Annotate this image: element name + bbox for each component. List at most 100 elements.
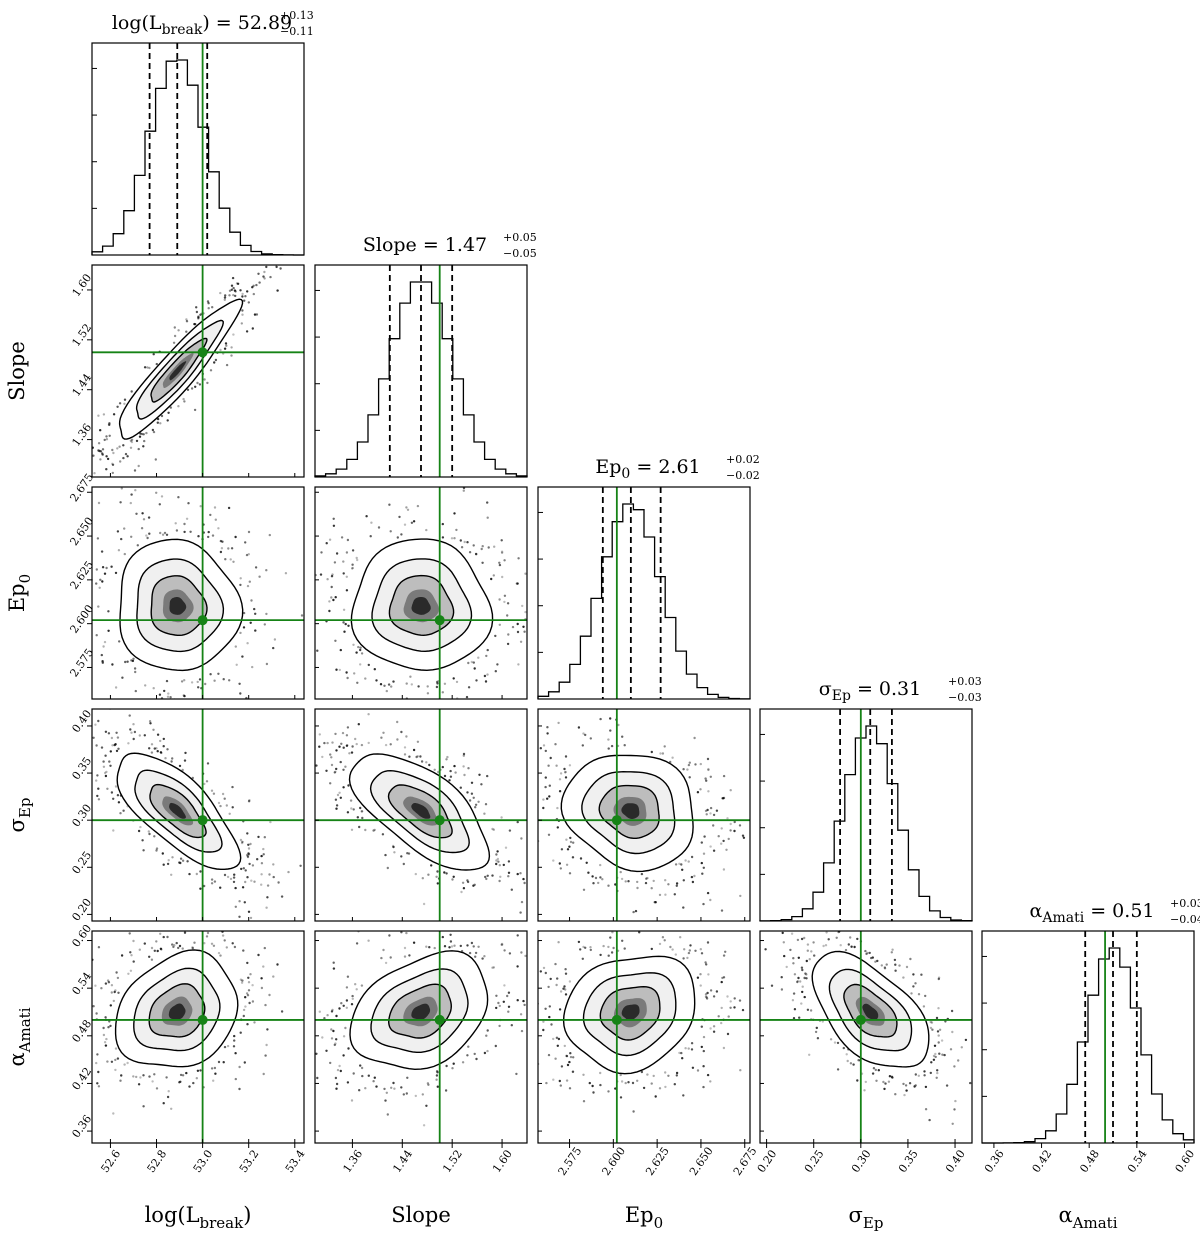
sample-point [517,663,520,666]
sample-point [453,512,456,515]
sample-point [96,1053,99,1056]
sample-point [433,768,436,771]
truth-marker [434,1014,445,1025]
sample-point [355,942,359,945]
sample-point [814,1030,818,1034]
sample-point [323,741,326,745]
sample-point [142,849,145,852]
panel-2d-alpha-vs-ep0 [537,930,751,1144]
sample-point [336,459,338,461]
title-prefix: α [1030,900,1043,922]
sample-point [212,1079,215,1082]
sample-point [258,281,261,284]
sample-point [223,298,226,301]
sample-point [417,685,420,688]
sample-point [781,931,784,935]
sample-point [244,541,247,544]
sample-point [484,875,487,879]
sample-point [788,908,790,910]
sample-point [225,946,228,949]
sample-point [100,746,104,749]
panel-hist-logL: log(Lbreak) = 52.89+0.13−0.11 [91,9,314,256]
sample-point [865,952,868,956]
sample-point [263,623,266,626]
sample-point [700,861,703,865]
sample-point [97,946,101,949]
sample-point [242,867,245,870]
sample-point [367,713,370,716]
title-err-plus-slope: +0.05 [503,231,537,244]
sample-point [503,559,506,562]
sample-point [852,1063,855,1066]
sample-point [582,888,586,891]
sample-point [167,411,170,414]
sample-point [720,1021,723,1025]
sample-point [455,528,458,532]
sample-point [102,765,106,768]
sample-point [689,944,692,947]
sample-point [232,333,235,336]
sample-point [241,292,244,296]
sample-point [888,1075,892,1078]
sample-point [923,1074,926,1077]
sample-point [806,943,810,946]
sample-point [696,791,700,794]
sample-point [463,925,465,927]
sample-point [874,1068,877,1072]
sample-point [143,366,147,369]
sample-point [468,551,472,554]
sample-point [262,1072,265,1076]
sample-point [308,725,310,727]
sample-point [119,501,122,504]
sample-point [193,408,197,412]
sample-point [128,932,131,935]
sample-point [252,292,255,296]
sample-point [492,828,495,831]
sample-point [495,853,498,856]
sample-point [104,982,108,985]
sample-point [143,734,146,737]
sample-point [329,1061,332,1065]
sample-point [709,812,712,815]
sample-point [342,786,345,789]
sample-point [101,448,105,451]
sample-point [141,839,144,842]
sample-point [441,765,444,769]
sample-point [331,741,334,744]
sample-point [722,796,726,800]
sample-point [332,517,335,520]
sample-point [335,767,338,771]
truth-marker [197,615,208,626]
sample-point [235,663,238,666]
sample-point [186,860,189,863]
sample-point [120,1074,123,1077]
sample-point [483,674,487,678]
panel-content [92,931,304,1143]
x-tick-label: 0.36 [982,1148,1007,1176]
sample-point [428,946,431,949]
axis-label-sub: 0 [16,574,34,584]
sample-point [568,1087,572,1090]
sample-point [338,1064,341,1068]
sample-point [335,1038,338,1041]
sample-point [453,924,455,926]
sample-point [507,991,511,994]
sample-point [792,1017,796,1020]
sample-point [516,999,519,1002]
sample-point [105,438,109,441]
sample-point [549,756,552,760]
sample-point [631,1081,635,1085]
title-err-plus-alpha: +0.03 [1170,897,1200,910]
sample-point [607,884,610,887]
sample-point [120,537,123,541]
sample-point [702,1035,706,1039]
sample-point [257,835,260,839]
sample-point [339,760,342,764]
sample-point [139,1076,142,1079]
sample-point [98,586,101,589]
sample-point [271,261,273,263]
sample-point [446,755,449,759]
sample-point [403,523,407,526]
sample-point [364,677,367,680]
sample-point [352,808,355,811]
